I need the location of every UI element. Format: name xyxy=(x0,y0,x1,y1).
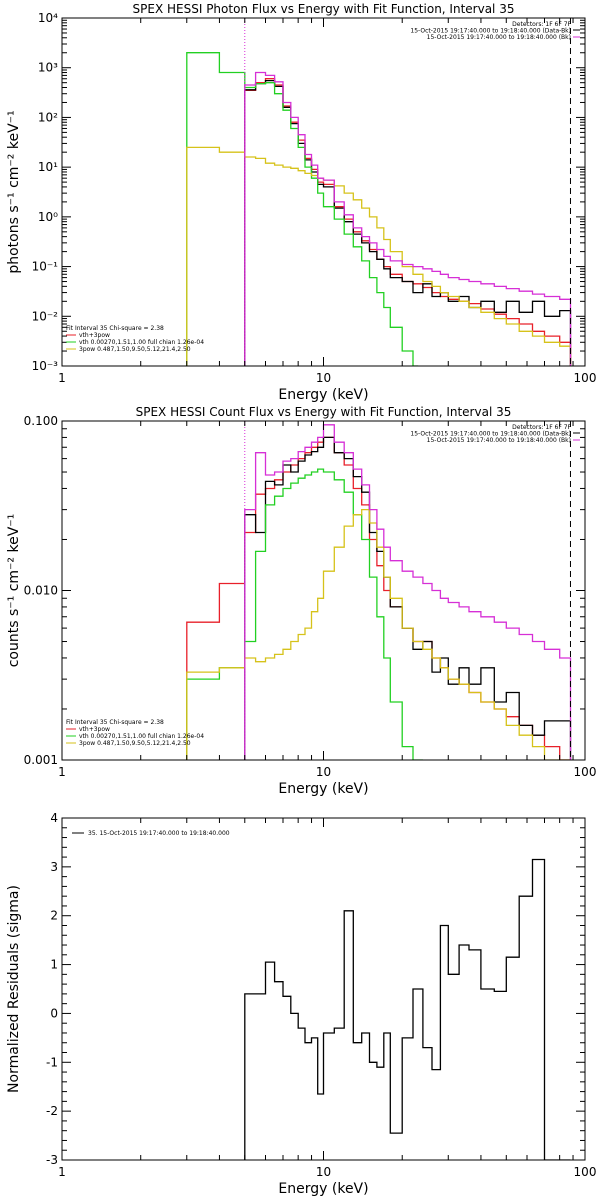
chart-1: SPEX HESSI Photon Flux vs Energy with Fi… xyxy=(6,2,596,403)
y-axis-label: photons s⁻¹ cm⁻² keV⁻¹ xyxy=(6,110,22,273)
legend-entry: 3pow 0.487,1.50,9.50,5.12,21.4,2.50 xyxy=(79,346,191,353)
y-tick-label: 10³ xyxy=(38,61,58,75)
y-tick-label: 10⁻² xyxy=(32,309,59,323)
series-line-black xyxy=(244,436,572,760)
series-line-yellow xyxy=(186,146,572,366)
y-tick-label: 10⁰ xyxy=(38,210,58,224)
series-line-magenta xyxy=(244,424,572,760)
series-line-black xyxy=(244,79,572,366)
y-tick-label: 10⁻¹ xyxy=(32,260,59,274)
series-line-green xyxy=(186,52,419,366)
chart-2: SPEX HESSI Count Flux vs Energy with Fit… xyxy=(6,405,596,797)
y-tick-label: -2 xyxy=(46,1104,58,1118)
header-line: Detectors: 1F 6F 7F xyxy=(512,424,571,431)
legend-entry: 3pow 0.487,1.50,9.50,5.12,21.4,2.50 xyxy=(79,740,191,747)
y-tick-label: 10² xyxy=(38,110,58,124)
y-tick-label: 4 xyxy=(50,811,58,825)
y-tick-label: 3 xyxy=(50,860,58,874)
y-axis-label: Normalized Residuals (sigma) xyxy=(6,885,22,1093)
legend-entry: 35. 15-Oct-2015 19:17:40.000 to 19:18:40… xyxy=(88,830,230,837)
y-tick-label: 0 xyxy=(50,1006,58,1020)
legend-entry: Fit Interval 35 Chi-square = 2.38 xyxy=(66,325,164,332)
x-tick-label: 1 xyxy=(58,765,66,779)
x-tick-label: 10 xyxy=(316,371,331,385)
x-axis-label: Energy (keV) xyxy=(278,1181,368,1197)
legend-entry: vth 0.00270,1.51,1.00 full chian 1.26e-0… xyxy=(79,733,204,740)
header-line: Detectors: 1F 6F 7F xyxy=(512,21,571,28)
y-tick-label: 2 xyxy=(50,909,58,923)
y-axis-label: counts s⁻¹ cm⁻² keV⁻¹ xyxy=(6,514,22,668)
chart-3: 1 10 100 Energy (keV) -3 -2 -1 0 1 2 3 4 Normalized … xyxy=(6,811,596,1197)
y-tick-label: 1 xyxy=(50,958,58,972)
series-group xyxy=(186,52,572,366)
series-line-black xyxy=(244,858,571,1160)
legend-entry: vth 0.00270,1.51,1.00 full chian 1.26e-0… xyxy=(79,339,204,346)
y-tick-label: 10⁻³ xyxy=(32,359,59,373)
series-line-yellow xyxy=(186,508,571,760)
series-group xyxy=(244,858,571,1160)
y-tick-label: 0.100 xyxy=(24,414,58,428)
series-line-magenta xyxy=(244,71,572,366)
header-line: 15-Oct-2015 19:17:40.000 to 19:18:40.000… xyxy=(410,28,571,35)
y-tick-label: 0.001 xyxy=(24,753,58,767)
x-tick-label: 100 xyxy=(574,371,597,385)
x-tick-label: 100 xyxy=(574,765,597,779)
header-line: 15-Oct-2015 19:17:40.000 to 19:18:40.000… xyxy=(427,437,571,444)
x-tick-label: 10 xyxy=(316,1165,331,1179)
x-axis-label: Energy (keV) xyxy=(278,387,368,403)
series-line-red xyxy=(244,78,572,366)
legend-entry: vth+3pow xyxy=(79,726,110,733)
series-group xyxy=(186,424,572,760)
header-line: 15-Oct-2015 19:17:40.000 to 19:18:40.000… xyxy=(427,34,571,41)
x-axis-label: Energy (keV) xyxy=(278,781,368,797)
header-line: 15-Oct-2015 19:17:40.000 to 19:18:40.000… xyxy=(410,431,571,438)
y-tick-label: 10¹ xyxy=(38,160,58,174)
x-tick-label: 1 xyxy=(58,1165,66,1179)
series-line-green xyxy=(186,468,423,760)
y-tick-label: -1 xyxy=(46,1055,58,1069)
chart-title: SPEX HESSI Count Flux vs Energy with Fit… xyxy=(136,405,512,419)
x-tick-label: 100 xyxy=(574,1165,597,1179)
x-tick-label: 10 xyxy=(316,765,331,779)
y-tick-label: 10⁴ xyxy=(38,11,58,25)
chart-title: SPEX HESSI Photon Flux vs Energy with Fi… xyxy=(133,2,515,16)
legend-entry: Fit Interval 35 Chi-square = 2.38 xyxy=(66,719,164,726)
y-tick-label: 0.010 xyxy=(24,584,58,598)
legend-entry: vth+3pow xyxy=(79,332,110,339)
x-tick-label: 1 xyxy=(58,371,66,385)
y-tick-label: -3 xyxy=(46,1153,58,1167)
